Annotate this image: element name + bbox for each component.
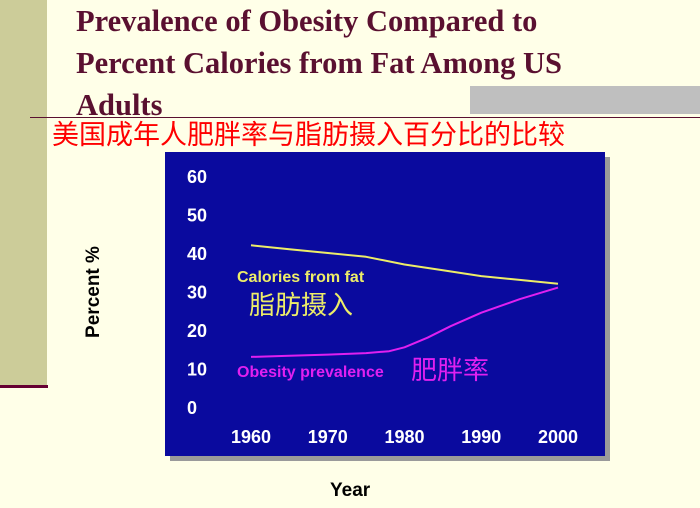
- line-chart: 0 10 20 30 40 50 60 1960 1970 1980 1990 2000 Calor…: [165, 152, 605, 456]
- y-tick-label: 10: [187, 360, 207, 380]
- y-tick-labels: 0 10 20 30 40 50 60: [187, 167, 207, 418]
- series-line-obesity-prevalence: [250, 286, 559, 358]
- x-tick-labels: 1960 1970 1980 1990 2000: [231, 427, 578, 447]
- x-axis-label: Year: [330, 480, 371, 501]
- plot-background: [165, 152, 605, 456]
- y-tick-label: 40: [187, 244, 207, 264]
- series-line-calories-from-fat: [250, 244, 559, 285]
- series-name-obesity-prevalence: Obesity prevalence: [237, 364, 384, 381]
- series-annotation-calories-from-fat: 脂肪摄入: [249, 290, 353, 320]
- title-divider: [30, 117, 700, 118]
- x-tick-label: 1980: [384, 427, 424, 447]
- y-tick-label: 30: [187, 283, 207, 303]
- x-tick-label: 2000: [538, 427, 578, 447]
- x-tick-label: 1990: [461, 427, 501, 447]
- slide-subtitle: 美国成年人肥胖率与脂肪摄入百分比的比较: [52, 120, 565, 151]
- x-tick-label: 1970: [308, 427, 348, 447]
- y-axis-label: Percent %: [83, 246, 104, 338]
- x-tick-label: 1960: [231, 427, 271, 447]
- left-bar-accent-line: [0, 385, 48, 388]
- y-tick-label: 60: [187, 167, 207, 187]
- title-gray-band: [470, 86, 700, 114]
- y-tick-label: 20: [187, 321, 207, 341]
- left-decorative-bar: [0, 0, 47, 388]
- chart-panel: 0 10 20 30 40 50 60 1960 1970 1980 1990 2000 Calor…: [165, 152, 605, 456]
- slide-title: Prevalence of Obesity Compared to Percen…: [76, 4, 562, 122]
- series-name-calories-from-fat: Calories from fat: [237, 269, 365, 286]
- y-tick-label: 0: [187, 398, 197, 418]
- series-labels: Calories from fat 脂肪摄入 Obesity prevalence 肥…: [237, 269, 489, 385]
- series-annotation-obesity-prevalence: 肥胖率: [411, 355, 489, 385]
- series-lines: [250, 244, 559, 358]
- y-tick-label: 50: [187, 206, 207, 226]
